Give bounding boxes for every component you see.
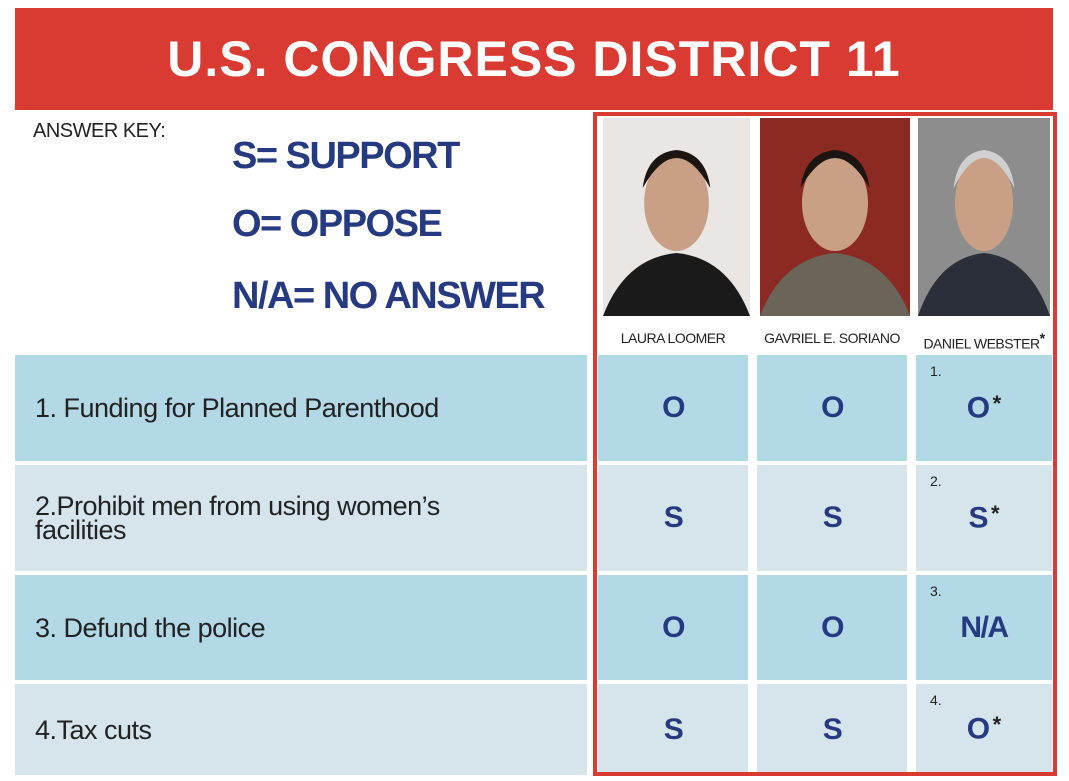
answer-note: 2. — [930, 473, 942, 489]
candidate-name: LAURA LOOMER — [598, 330, 748, 346]
answer-wrap: O — [662, 611, 684, 645]
answer: S — [664, 713, 683, 746]
answer-key-label: ANSWER KEY: — [33, 120, 165, 143]
answer-cell: S — [757, 465, 907, 571]
portrait — [918, 118, 1050, 316]
answer: S — [823, 713, 842, 746]
answer-cell: 4. O* — [916, 684, 1052, 775]
question-cell: 3. Defund the police — [15, 575, 587, 680]
answer-wrap: S — [664, 713, 683, 747]
answer-wrap: O — [821, 391, 843, 425]
answer-wrap: S* — [968, 501, 999, 535]
candidate-name-text: DANIEL WEBSTER — [923, 336, 1039, 352]
candidate-name: GAVRIEL E. SORIANO — [757, 330, 907, 346]
question-cell: 1. Funding for Planned Parenthood — [15, 355, 587, 461]
answer-wrap: O — [662, 391, 684, 425]
answer-wrap: O* — [967, 391, 1001, 425]
answer-note: 1. — [930, 363, 942, 379]
answer-cell: O — [757, 575, 907, 680]
portrait — [760, 118, 910, 316]
answer-cell: S — [598, 465, 748, 571]
answer: S — [823, 501, 842, 534]
answer-note: 4. — [930, 692, 942, 708]
answer-mark: * — [993, 391, 1002, 416]
answer-mark: * — [991, 501, 1000, 526]
candidate-photo — [760, 118, 910, 316]
header-bar: U.S. CONGRESS DISTRICT 11 — [15, 8, 1053, 110]
answer-cell: S — [757, 684, 907, 775]
candidate-mark: * — [1040, 330, 1045, 346]
answer: O — [967, 391, 989, 424]
answer-cell: S — [598, 684, 748, 775]
answer: S — [968, 501, 987, 534]
answer: O — [821, 611, 843, 644]
candidate-photo — [603, 118, 750, 316]
candidate-photo — [918, 118, 1050, 316]
answer: O — [662, 391, 684, 424]
question-text: 3. Defund the police — [15, 616, 265, 640]
answer-wrap: S — [823, 713, 842, 747]
answer-key-item: N/A= NO ANSWER — [232, 275, 544, 318]
question-text: 1. Funding for Planned Parenthood — [15, 396, 439, 420]
answer-cell: 2. S* — [916, 465, 1052, 571]
answer-wrap: N/A — [960, 611, 1007, 645]
answer-wrap: O* — [967, 712, 1001, 746]
candidate-name: DANIEL WEBSTER* — [916, 330, 1052, 352]
question-cell: 2.Prohibit men from using women’s facili… — [15, 465, 587, 571]
candidate-name-text: LAURA LOOMER — [621, 330, 725, 346]
candidate-name-text: GAVRIEL E. SORIANO — [764, 330, 900, 346]
page: {"header": {"title": "U.S. CONGRESS DIST… — [0, 0, 1069, 781]
answer-cell: 1. O* — [916, 355, 1052, 461]
answer-wrap: S — [823, 501, 842, 535]
answer-mark: * — [993, 712, 1002, 737]
answer-key-item: S= SUPPORT — [232, 135, 459, 178]
question-text: 2.Prohibit men from using women’s facili… — [15, 494, 505, 542]
answer-note: 3. — [930, 583, 942, 599]
answer: O — [967, 713, 989, 746]
answer-cell: 3. N/A — [916, 575, 1052, 680]
portrait — [603, 118, 750, 316]
answer: N/A — [960, 611, 1007, 644]
answer-wrap: S — [664, 501, 683, 535]
answer: S — [664, 501, 683, 534]
title: U.S. CONGRESS DISTRICT 11 — [15, 8, 1053, 110]
answer: O — [821, 391, 843, 424]
answer-key-item: O= OPPOSE — [232, 203, 441, 246]
answer-cell: O — [598, 575, 748, 680]
question-text: 4.Tax cuts — [15, 718, 152, 742]
answer-wrap: O — [821, 611, 843, 645]
answer-cell: O — [757, 355, 907, 461]
answer-cell: O — [598, 355, 748, 461]
question-cell: 4.Tax cuts — [15, 684, 587, 775]
answer: O — [662, 611, 684, 644]
